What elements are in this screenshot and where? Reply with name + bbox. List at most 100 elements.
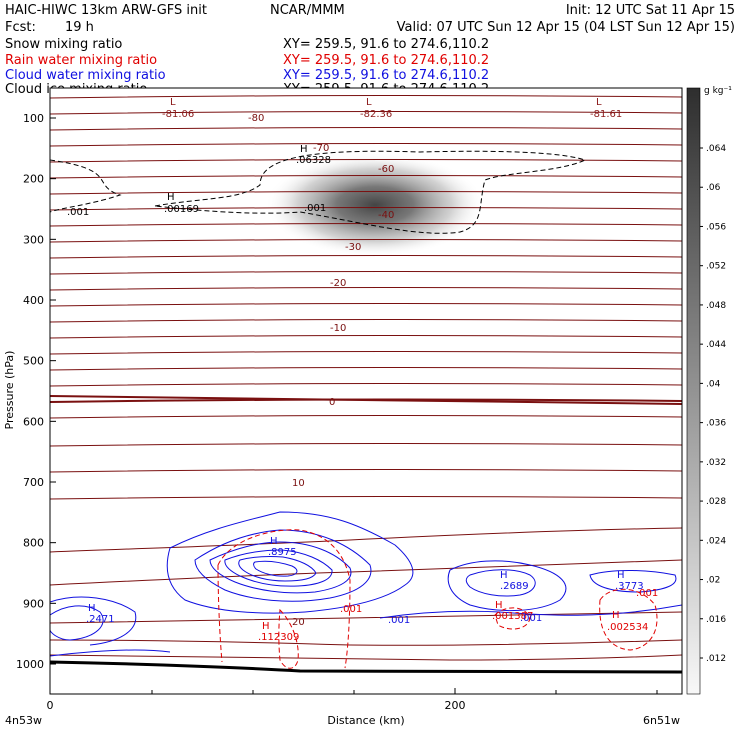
- isotherm-line: [50, 366, 682, 371]
- isotherm-line: [50, 302, 682, 307]
- isotherm-line: [50, 142, 682, 147]
- colorbar-ticks: .064 .06 .056 .052 .048 .044 .04 .036 .032 .028 .0…: [700, 144, 726, 664]
- extremum-value: .002534: [607, 622, 648, 633]
- extremum-value: .3773: [615, 581, 644, 592]
- isotherm-line: [50, 559, 682, 586]
- extremum-value: -81.06: [162, 109, 194, 120]
- extremum-value: .8975: [268, 547, 297, 558]
- extremum-mark: L: [596, 97, 602, 108]
- contour-label: .001: [340, 604, 362, 615]
- isotherm-line: [50, 286, 682, 291]
- contour-label: .001: [67, 207, 89, 218]
- isotherm-line: [50, 318, 682, 323]
- isotherm-label: -60: [378, 164, 394, 175]
- contour-label: .001: [636, 588, 658, 599]
- extremum-mark: H: [617, 570, 625, 581]
- extremum-mark: H: [88, 603, 96, 614]
- isotherm-line: [50, 468, 682, 473]
- extremum-mark: H: [270, 536, 278, 547]
- isotherm-line: [50, 442, 682, 447]
- x-tick-label-200: 200: [445, 699, 466, 712]
- init-time: Init: 12 UTC Sat 11 Apr 15: [566, 3, 735, 18]
- colorbar-tick-label: .04: [706, 379, 721, 389]
- contour-label: .001: [520, 613, 542, 624]
- isotherm-line: [50, 222, 682, 227]
- isotherm-label: -10: [330, 323, 346, 334]
- isotherm-line: [50, 350, 682, 355]
- isotherm-label: -80: [248, 113, 264, 124]
- field-cloud-xy: XY= 259.5, 91.6 to 274.6,110.2: [283, 68, 489, 83]
- colorbar-tick-label: .06: [706, 183, 721, 193]
- isotherm-line: [50, 158, 682, 163]
- colorbar-tick-label: .012: [706, 654, 726, 664]
- x-right-location: 6n51w: [643, 714, 680, 727]
- isotherm-label: 20: [292, 617, 305, 628]
- y-tick-label: 100: [23, 112, 44, 125]
- fcst-label: Fcst:: [5, 20, 36, 35]
- isotherm-label: 0: [329, 397, 335, 408]
- y-tick-label: 300: [23, 233, 44, 246]
- extremum-mark: H: [262, 621, 270, 632]
- isotherm-line: [50, 527, 682, 553]
- isotherm-label: -30: [345, 242, 361, 253]
- plot-frame: [49, 87, 683, 695]
- y-tick-label: 1000: [16, 658, 44, 671]
- isotherm-line: [50, 174, 682, 179]
- isotherm-line: [50, 190, 682, 195]
- y-tick-label: 500: [23, 355, 44, 368]
- colorbar-tick-label: .02: [706, 576, 720, 586]
- isotherm-line: [50, 94, 682, 99]
- colorbar-tick-label: .032: [706, 458, 726, 468]
- isotherm-line: [50, 238, 682, 243]
- colorbar-unit: g kg⁻¹: [704, 86, 732, 96]
- isotherm-line: [50, 611, 682, 624]
- isotherm-line: [50, 206, 682, 211]
- isotherm-lines: [50, 94, 682, 661]
- isotherm-line: [50, 110, 682, 115]
- isotherm-line: [50, 654, 682, 661]
- colorbar-tick-label: .028: [706, 497, 726, 507]
- extremum-value: -82.36: [360, 109, 392, 120]
- valid-time: Valid: 07 UTC Sun 12 Apr 15 (04 LST Sun …: [397, 20, 735, 35]
- field-rain-xy: XY= 259.5, 91.6 to 274.6,110.2: [283, 53, 489, 68]
- colorbar-tick-label: .048: [706, 301, 726, 311]
- field-snow-xy: XY= 259.5, 91.6 to 274.6,110.2: [283, 37, 489, 52]
- rain-water-contours: [217, 529, 658, 669]
- extremum-mark: H: [167, 192, 175, 203]
- extremum-mark: L: [366, 97, 372, 108]
- extremum-value: -81.61: [590, 109, 622, 120]
- colorbar-tick-label: .052: [706, 262, 726, 272]
- field-snow-name: Snow mixing ratio: [5, 37, 122, 52]
- extremum-value: .2471: [86, 614, 115, 625]
- field-cloud-name: Cloud water mixing ratio: [5, 68, 166, 83]
- plot-contents: [50, 94, 682, 674]
- snow-contour: [50, 150, 587, 234]
- extremum-value: .001387: [492, 611, 533, 622]
- contour-label: .001: [388, 615, 410, 626]
- y-tick-label: 700: [23, 476, 44, 489]
- colorbar-tick-label: .036: [706, 419, 726, 429]
- extremum-value: .112309: [258, 632, 299, 643]
- isotherm-line: [50, 639, 682, 646]
- title-center: NCAR/MMM: [270, 3, 345, 18]
- colorbar-tick-label: .064: [706, 144, 726, 154]
- extremum-mark: L: [170, 97, 176, 108]
- extremum-value: .00169: [164, 204, 199, 215]
- extremum-value: .2689: [500, 581, 529, 592]
- y-tick-label: 900: [23, 597, 44, 610]
- x-axis-label: Distance (km): [327, 714, 404, 727]
- colorbar-tick-label: .056: [706, 222, 726, 232]
- extremum-mark: H: [500, 570, 508, 581]
- y-axis-label: Pressure (hPa): [3, 351, 16, 430]
- y-tick-label: 600: [23, 415, 44, 428]
- fcst-value: 19 h: [65, 20, 94, 35]
- cloud-ice-shading: [265, 153, 485, 257]
- isotherm-line: [50, 254, 682, 259]
- extremum-mark: H: [612, 610, 620, 621]
- colorbar-tick-label: .024: [706, 536, 726, 546]
- title-left: HAIC-HIWC 13km ARW-GFS init: [5, 3, 207, 18]
- colorbar-tick-label: .016: [706, 615, 726, 625]
- isotherm-label: -70: [313, 143, 329, 154]
- x-tick-label-0: 0: [47, 699, 54, 712]
